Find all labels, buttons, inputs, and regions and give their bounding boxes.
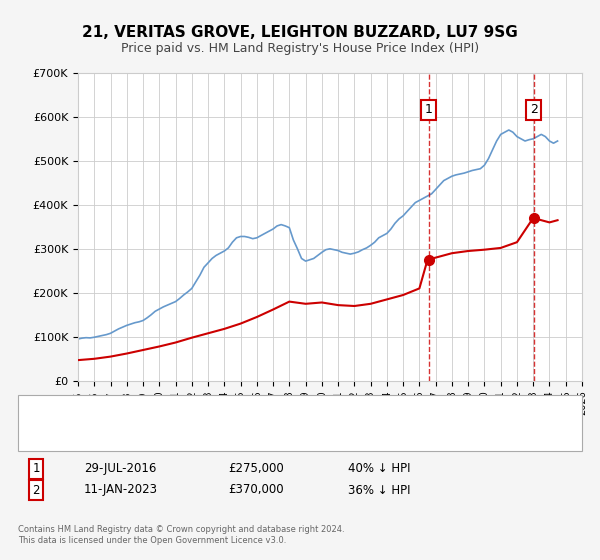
Text: 2: 2: [530, 103, 538, 116]
Text: Contains HM Land Registry data © Crown copyright and database right 2024.
This d: Contains HM Land Registry data © Crown c…: [18, 525, 344, 545]
Text: 21, VERITAS GROVE, LEIGHTON BUZZARD, LU7 9SG (detached house): 21, VERITAS GROVE, LEIGHTON BUZZARD, LU7…: [81, 405, 444, 416]
Text: HPI: Average price, detached house, Central Bedfordshire: HPI: Average price, detached house, Cent…: [81, 429, 382, 439]
Text: 21, VERITAS GROVE, LEIGHTON BUZZARD, LU7 9SG: 21, VERITAS GROVE, LEIGHTON BUZZARD, LU7…: [82, 25, 518, 40]
Text: £370,000: £370,000: [228, 483, 284, 497]
Text: 40% ↓ HPI: 40% ↓ HPI: [348, 462, 410, 475]
Text: 2: 2: [32, 483, 40, 497]
Text: £275,000: £275,000: [228, 462, 284, 475]
Text: Price paid vs. HM Land Registry's House Price Index (HPI): Price paid vs. HM Land Registry's House …: [121, 42, 479, 55]
Text: 29-JUL-2016: 29-JUL-2016: [84, 462, 157, 475]
Text: 11-JAN-2023: 11-JAN-2023: [84, 483, 158, 497]
Text: 1: 1: [425, 103, 433, 116]
Text: 36% ↓ HPI: 36% ↓ HPI: [348, 483, 410, 497]
Text: 1: 1: [32, 462, 40, 475]
